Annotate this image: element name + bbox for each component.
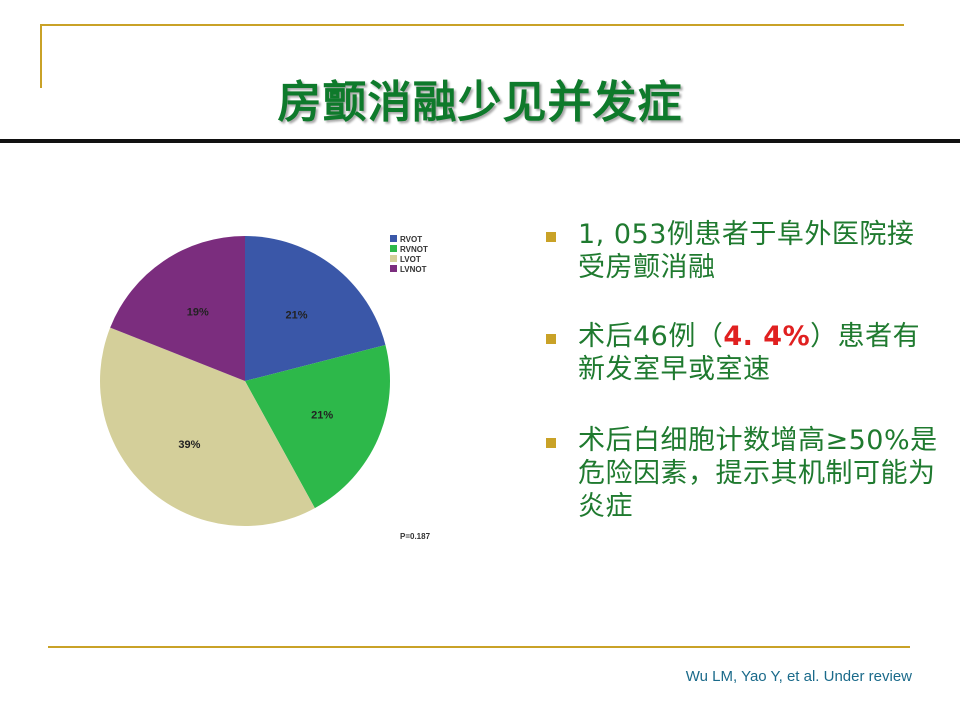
legend-label: RVOT [400, 235, 422, 244]
pie-slice-lvot [99, 327, 315, 526]
bullet-text-suffix: ）患者有新发室早或室速 [578, 321, 921, 385]
citation: Wu LM, Yao Y, et al. Under review [685, 668, 912, 685]
legend-swatch [390, 265, 397, 272]
left-border-rule [40, 24, 42, 88]
bullet-item: 1, 053例患者于阜外医院接受房颤消融 [540, 218, 940, 284]
pie-slice-rvot [245, 236, 386, 381]
bullet-square-icon [546, 334, 556, 344]
bullet-square-icon [546, 438, 556, 448]
slide-title: 房颤消融少见并发症 [277, 77, 683, 128]
bullet-highlight-percent: 4. 4% [723, 321, 811, 352]
p-value-annotation: P=0.187 [400, 532, 431, 541]
pie-slice-label: 39% [178, 439, 200, 451]
legend-swatch [390, 235, 397, 242]
bullet-text: 术后46例（4. 4%）患者有新发室早或室速 [578, 320, 940, 386]
bullet-text: 术后白细胞计数增高≥50%是危险因素，提示其机制可能为炎症 [578, 425, 938, 522]
pie-slice-lvnot [110, 236, 246, 381]
top-border-rule [40, 24, 904, 26]
title-underline [0, 139, 960, 143]
bullet-text-prefix: 术后46例（ [578, 321, 724, 352]
bottom-border-rule [48, 646, 910, 648]
pie-slice-label: 21% [286, 310, 308, 322]
legend-swatch [390, 245, 397, 252]
bullet-item: 术后白细胞计数增高≥50%是危险因素，提示其机制可能为炎症 [540, 424, 940, 523]
bullet-text: 1, 053例患者于阜外医院接受房颤消融 [578, 219, 915, 283]
legend-label: LVNOT [400, 265, 427, 274]
legend-label: LVOT [400, 255, 421, 264]
bullet-item: 术后46例（4. 4%）患者有新发室早或室速 [540, 320, 940, 386]
bullet-list: 1, 053例患者于阜外医院接受房颤消融 术后46例（4. 4%）患者有新发室早… [540, 218, 940, 559]
legend-swatch [390, 255, 397, 262]
pie-chart: 21% 21% 39% 19% RVOT RVNOT LVOT LVNOT P=0.187 [90, 225, 450, 555]
pie-slice-label: 21% [311, 409, 333, 421]
legend-label: RVNOT [400, 245, 428, 254]
pie-slice-rvnot [245, 344, 390, 509]
bullet-square-icon [546, 232, 556, 242]
pie-slice-label: 19% [187, 306, 209, 318]
